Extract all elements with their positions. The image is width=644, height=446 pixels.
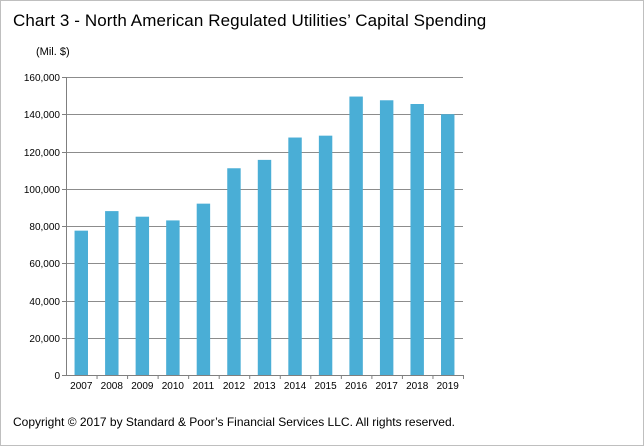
y-tick-label: 140,000 — [24, 110, 61, 121]
y-tick-label: 120,000 — [24, 148, 61, 159]
x-tick-label: 2015 — [314, 381, 337, 392]
bar-2009 — [135, 216, 150, 375]
copyright-footer: Copyright © 2017 by Standard & Poor’s Fi… — [13, 415, 455, 429]
x-tick-label: 2009 — [131, 381, 154, 392]
bar-2014 — [288, 137, 302, 375]
x-tick-label: 2016 — [345, 381, 368, 392]
y-tick-label: 160,000 — [24, 73, 61, 84]
y-tick-label: 60,000 — [29, 259, 60, 270]
y-tick-label: 0 — [54, 371, 60, 382]
chart-title: Chart 3 - North American Regulated Utili… — [13, 11, 487, 30]
y-tick-label: 40,000 — [29, 297, 60, 308]
bar-2019 — [441, 114, 455, 375]
bar-2013 — [257, 159, 272, 375]
x-tick-label: 2014 — [284, 381, 307, 392]
bar-2007 — [74, 230, 88, 375]
bar-2016 — [349, 96, 363, 376]
bar-2015 — [318, 135, 333, 375]
x-tick-label: 2013 — [253, 381, 276, 392]
x-tick-label: 2007 — [70, 381, 93, 392]
bar-2011 — [196, 203, 211, 375]
x-tick-label: 2011 — [193, 381, 215, 392]
axes — [62, 77, 464, 379]
bar-2008 — [105, 211, 119, 375]
x-tick-label: 2008 — [101, 381, 124, 392]
bars — [74, 96, 455, 376]
y-tick-label: 80,000 — [29, 222, 60, 233]
x-tick-label: 2017 — [376, 381, 399, 392]
y-axis-unit-label: (Mil. $) — [36, 46, 70, 58]
x-tick-label: 2019 — [437, 381, 460, 392]
y-tick-label: 20,000 — [29, 334, 60, 345]
bar-2012 — [227, 168, 241, 375]
x-tick-label: 2010 — [162, 381, 185, 392]
bar-2010 — [166, 220, 180, 375]
x-tick-label: 2018 — [406, 381, 429, 392]
tick-labels: 0 20,000 40,000 60,000 80,000 100,000 120,000 1… — [24, 73, 459, 392]
bar-2017 — [379, 100, 394, 375]
bar-2018 — [410, 104, 424, 375]
y-tick-label: 100,000 — [24, 185, 61, 196]
x-tick-label: 2012 — [223, 381, 246, 392]
